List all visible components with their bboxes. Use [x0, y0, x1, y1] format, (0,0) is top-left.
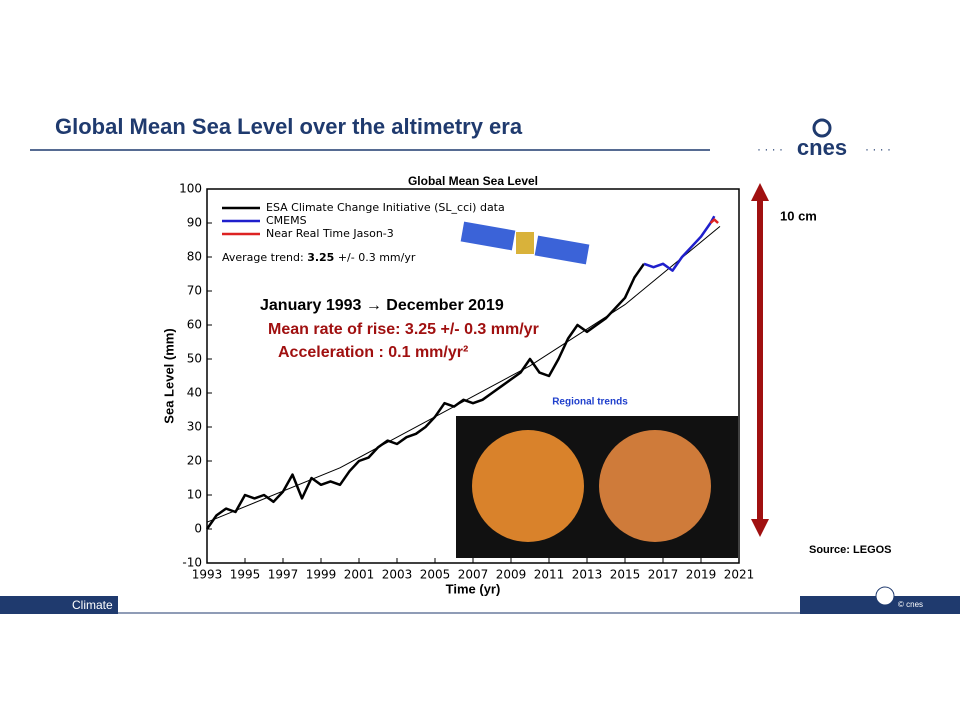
- series-line: [709, 218, 719, 224]
- satellite-panel: [534, 235, 590, 265]
- trend-note: Average trend: 3.25 +/- 0.3 mm/yr: [222, 251, 416, 264]
- footer-dot: [875, 586, 895, 606]
- trend-note-part: +/- 0.3 mm/yr: [334, 251, 416, 264]
- globe: [472, 430, 584, 542]
- x-tick-label: 2019: [686, 568, 717, 582]
- x-tick-label: 1993: [192, 568, 223, 582]
- legend-label: ESA Climate Change Initiative (SL_cci) d…: [266, 201, 505, 214]
- y-tick-label: 100: [179, 182, 202, 196]
- annotation: January 1993 → December 2019: [260, 297, 504, 314]
- chart-title: Global Mean Sea Level: [408, 174, 538, 188]
- scale-label: 10 cm: [780, 208, 817, 223]
- x-tick-label: 2003: [382, 568, 413, 582]
- logo-dots: · · · ·: [865, 142, 891, 156]
- plot-frame: [206, 188, 740, 564]
- x-tick-label: 2011: [534, 568, 565, 582]
- logo-mark: [812, 118, 832, 138]
- x-tick-label: 2021: [724, 568, 755, 582]
- legend-label: CMEMS: [266, 214, 307, 227]
- annotation: Mean rate of rise: 3.25 +/- 0.3 mm/yr: [268, 321, 539, 338]
- x-tick-label: 2017: [648, 568, 679, 582]
- x-tick-label: 2015: [610, 568, 641, 582]
- y-tick-label: 20: [187, 454, 202, 468]
- slide-title: Global Mean Sea Level over the altimetry…: [55, 114, 523, 139]
- satellite-panel: [460, 221, 516, 251]
- x-tick-label: 2001: [344, 568, 375, 582]
- source: Source: LEGOS: [809, 544, 892, 556]
- x-tick-label: 2005: [420, 568, 451, 582]
- y-tick-label: 40: [187, 386, 202, 400]
- y-tick-label: 50: [187, 352, 202, 366]
- y-tick-label: 80: [187, 250, 202, 264]
- footer-bar: [0, 596, 118, 614]
- annotation: Acceleration : 0.1 mm/yr²: [278, 344, 468, 361]
- y-tick-label: 60: [187, 318, 202, 332]
- x-tick-label: 2013: [572, 568, 603, 582]
- y-tick-label: 70: [187, 284, 202, 298]
- trend-line: [206, 226, 721, 523]
- y-tick-label: 0: [194, 522, 202, 536]
- y-tick-label: 90: [187, 216, 202, 230]
- x-tick-label: 1995: [230, 568, 261, 582]
- x-tick-label: 2009: [496, 568, 527, 582]
- y-tick-label: 10: [187, 488, 202, 502]
- satellite-body: [516, 232, 534, 254]
- y-axis-label: Sea Level (mm): [161, 328, 176, 423]
- logo: cnes: [797, 135, 847, 160]
- inset-title: Regional trends: [552, 397, 628, 408]
- x-tick-label: 1997: [268, 568, 299, 582]
- legend-label: Near Real Time Jason-3: [266, 227, 394, 240]
- series-line: [205, 263, 646, 530]
- x-axis-label: Time (yr): [446, 581, 501, 596]
- x-tick-label: 2007: [458, 568, 489, 582]
- footer-bar: [800, 596, 960, 614]
- trend-note-part: 3.25: [307, 251, 334, 264]
- footer-right: © cnes: [898, 600, 923, 609]
- footer-left: Climate: [72, 598, 113, 612]
- logo-dots: · · · ·: [757, 142, 783, 156]
- globe: [599, 430, 711, 542]
- x-tick-label: 1999: [306, 568, 337, 582]
- series-line: [643, 215, 716, 272]
- y-tick-label: 30: [187, 420, 202, 434]
- y-tick-label: -10: [182, 556, 202, 570]
- trend-note-part: Average trend:: [222, 251, 307, 264]
